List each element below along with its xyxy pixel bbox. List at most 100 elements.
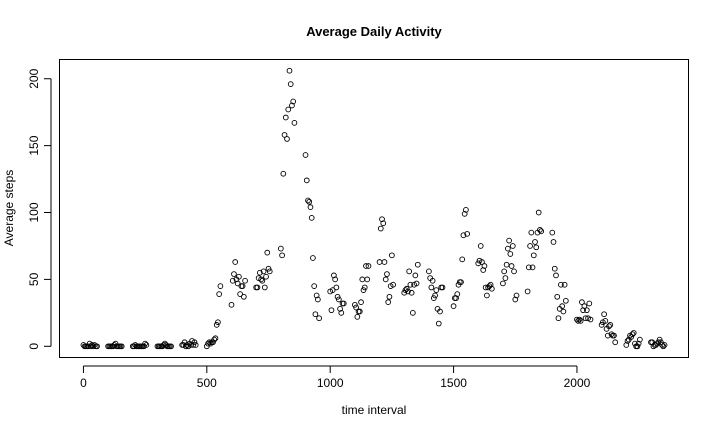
data-point bbox=[479, 259, 485, 265]
data-point bbox=[538, 228, 545, 235]
data-point bbox=[576, 316, 583, 323]
data-point bbox=[236, 273, 242, 280]
data-point bbox=[524, 288, 531, 295]
data-point bbox=[308, 215, 315, 221]
data-point bbox=[512, 296, 519, 303]
data-point bbox=[190, 342, 197, 348]
data-point bbox=[506, 237, 512, 244]
data-point bbox=[385, 299, 392, 305]
data-point bbox=[656, 336, 663, 343]
data-point bbox=[659, 342, 665, 348]
data-point bbox=[623, 342, 630, 348]
data-point bbox=[329, 287, 336, 293]
data-point bbox=[453, 295, 459, 301]
data-point bbox=[89, 342, 95, 348]
data-point bbox=[331, 272, 337, 279]
data-point bbox=[509, 243, 516, 249]
y-tick-label: 100 bbox=[27, 202, 41, 222]
data-point bbox=[554, 293, 561, 300]
data-point bbox=[389, 252, 395, 259]
data-point bbox=[312, 311, 319, 318]
y-axis-label: Average steps bbox=[2, 170, 16, 247]
data-point bbox=[265, 265, 272, 272]
data-point bbox=[229, 277, 236, 284]
data-point bbox=[213, 322, 220, 328]
data-point bbox=[182, 343, 189, 350]
data-point bbox=[503, 261, 510, 268]
data-point bbox=[254, 284, 261, 291]
data-point bbox=[463, 206, 469, 213]
data-point bbox=[602, 318, 609, 324]
data-point bbox=[429, 277, 436, 284]
data-point bbox=[655, 339, 662, 346]
data-point bbox=[529, 264, 536, 271]
data-point bbox=[574, 316, 580, 323]
data-point bbox=[118, 343, 125, 350]
data-point bbox=[94, 343, 100, 350]
data-point bbox=[334, 293, 341, 300]
data-point bbox=[661, 342, 668, 348]
data-point bbox=[231, 271, 237, 277]
data-points bbox=[80, 67, 668, 350]
data-point bbox=[607, 322, 614, 328]
data-point bbox=[215, 319, 221, 326]
data-point bbox=[216, 291, 223, 297]
data-point bbox=[210, 339, 216, 346]
data-point bbox=[358, 299, 364, 305]
data-point bbox=[488, 285, 495, 292]
data-point bbox=[406, 268, 413, 275]
data-point bbox=[550, 239, 557, 245]
data-point bbox=[382, 276, 389, 283]
data-point bbox=[259, 277, 266, 284]
data-point bbox=[211, 336, 218, 343]
data-point bbox=[413, 280, 420, 287]
data-point bbox=[658, 339, 664, 346]
data-point bbox=[234, 280, 241, 287]
data-point bbox=[535, 209, 542, 216]
data-point bbox=[508, 263, 515, 269]
data-point bbox=[482, 284, 489, 291]
data-point bbox=[561, 281, 568, 288]
data-point bbox=[364, 276, 371, 283]
data-point bbox=[502, 275, 509, 281]
data-point bbox=[475, 260, 482, 267]
data-point bbox=[405, 288, 411, 295]
x-tick-label: 2000 bbox=[564, 376, 591, 390]
data-point bbox=[290, 98, 297, 105]
data-point bbox=[360, 287, 367, 293]
x-tick-label: 1000 bbox=[317, 376, 344, 390]
data-point bbox=[212, 335, 219, 342]
data-point bbox=[583, 307, 590, 314]
x-tick-label: 500 bbox=[197, 376, 217, 390]
data-point bbox=[403, 285, 410, 292]
data-point bbox=[407, 281, 414, 288]
data-point bbox=[242, 277, 248, 284]
y-tick-label: 0 bbox=[27, 343, 41, 350]
data-point bbox=[553, 272, 559, 279]
data-point bbox=[168, 343, 174, 350]
data-point bbox=[237, 291, 243, 297]
data-point bbox=[335, 296, 342, 303]
data-point bbox=[577, 318, 584, 324]
data-point bbox=[401, 289, 408, 296]
data-point bbox=[363, 263, 369, 269]
data-point bbox=[612, 339, 619, 346]
data-point bbox=[143, 342, 150, 348]
data-point bbox=[191, 339, 198, 346]
data-point bbox=[430, 295, 437, 301]
data-point bbox=[580, 307, 586, 314]
data-point bbox=[458, 279, 464, 285]
data-point bbox=[408, 289, 415, 296]
data-point bbox=[337, 305, 343, 312]
data-point bbox=[410, 310, 416, 316]
data-point bbox=[217, 283, 224, 289]
data-point bbox=[549, 229, 556, 236]
data-point bbox=[628, 334, 635, 340]
data-point bbox=[287, 81, 294, 87]
data-point bbox=[365, 263, 372, 269]
data-point bbox=[530, 252, 537, 259]
data-point bbox=[505, 245, 511, 252]
data-point bbox=[507, 251, 514, 257]
data-point bbox=[279, 252, 285, 259]
